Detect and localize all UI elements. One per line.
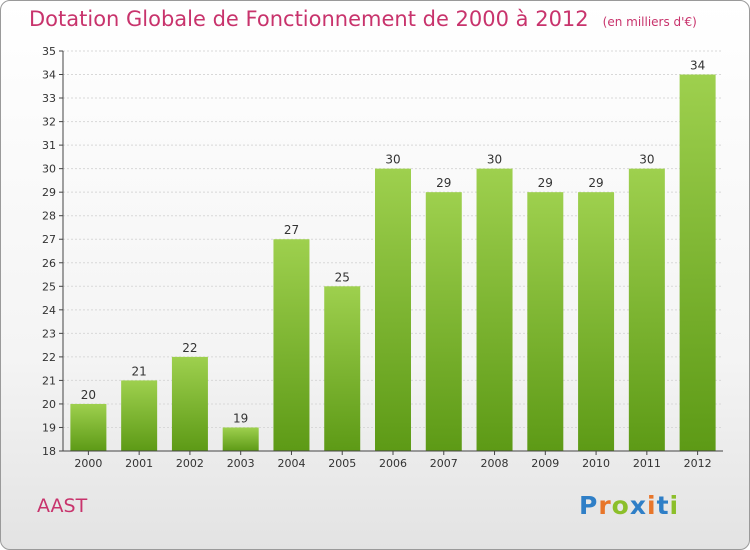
y-tick-label: 26 [42,257,56,270]
bar [527,192,564,452]
bar [273,239,310,451]
value-label: 19 [233,411,248,425]
x-tick-label: 2004 [277,457,305,470]
value-label: 20 [81,388,96,402]
bar [375,168,411,451]
y-tick-label: 35 [42,45,56,58]
bar [171,356,208,451]
bar [324,286,361,451]
y-tick-label: 33 [42,92,56,105]
y-tick-label: 27 [42,233,56,246]
value-label: 25 [335,270,350,284]
y-tick-label: 34 [42,69,56,82]
y-tick-label: 31 [42,139,56,152]
y-tick-label: 19 [42,421,56,434]
x-tick-label: 2009 [531,457,559,470]
bar [476,168,513,451]
x-tick-label: 2002 [176,457,204,470]
bar [578,192,615,452]
y-tick-label: 25 [42,280,56,293]
value-label: 27 [284,223,299,237]
bar [425,192,462,452]
x-tick-label: 2001 [125,457,153,470]
chart-subtitle: (en milliers d'€) [602,15,697,29]
y-tick-label: 23 [42,327,56,340]
bar [70,403,107,451]
value-label: 29 [538,176,553,190]
value-label: 29 [588,176,603,190]
bar [222,427,259,451]
value-label: 30 [385,153,400,167]
bar-layer [70,74,716,452]
value-label: 30 [487,153,502,167]
x-tick-label: 2003 [227,457,255,470]
x-tick-label: 2010 [582,457,610,470]
chart-title: Dotation Globale de Fonctionnement de 20… [29,7,697,31]
value-label: 29 [436,176,451,190]
y-tick-label: 29 [42,186,56,199]
bar [121,380,158,451]
value-label: 22 [182,341,197,355]
bar [679,74,716,451]
x-tick-label: 2005 [328,457,356,470]
y-tick-label: 24 [42,304,56,317]
bar [628,168,665,451]
y-tick-label: 22 [42,351,56,364]
y-tick-label: 32 [42,116,56,129]
axis-layer: 18 19 20 21 22 23 24 25 26 27 28 29 30 31 32 33 34 35 [42,45,723,458]
place-name: AAST [37,495,88,517]
x-tick-label: 2006 [379,457,407,470]
y-tick-label: 20 [42,398,56,411]
y-tick-label: 30 [42,163,56,176]
value-label: 34 [690,59,705,73]
x-tick-label: 2011 [633,457,661,470]
y-tick-label: 28 [42,210,56,223]
label-layer: 20 2000 21 2001 22 2002 19 2003 27 2004 25 2005 30 20… [74,59,711,470]
proxiti-logo: Proxiti [579,491,680,520]
value-label: 21 [132,364,147,378]
x-tick-label: 2000 [74,457,102,470]
x-tick-label: 2008 [481,457,509,470]
value-label: 30 [639,153,654,167]
x-tick-label: 2007 [430,457,458,470]
y-tick-label: 18 [42,445,56,458]
x-tick-label: 2012 [684,457,712,470]
y-tick-label: 21 [42,374,56,387]
chart-title-text: Dotation Globale de Fonctionnement de 20… [29,7,589,31]
